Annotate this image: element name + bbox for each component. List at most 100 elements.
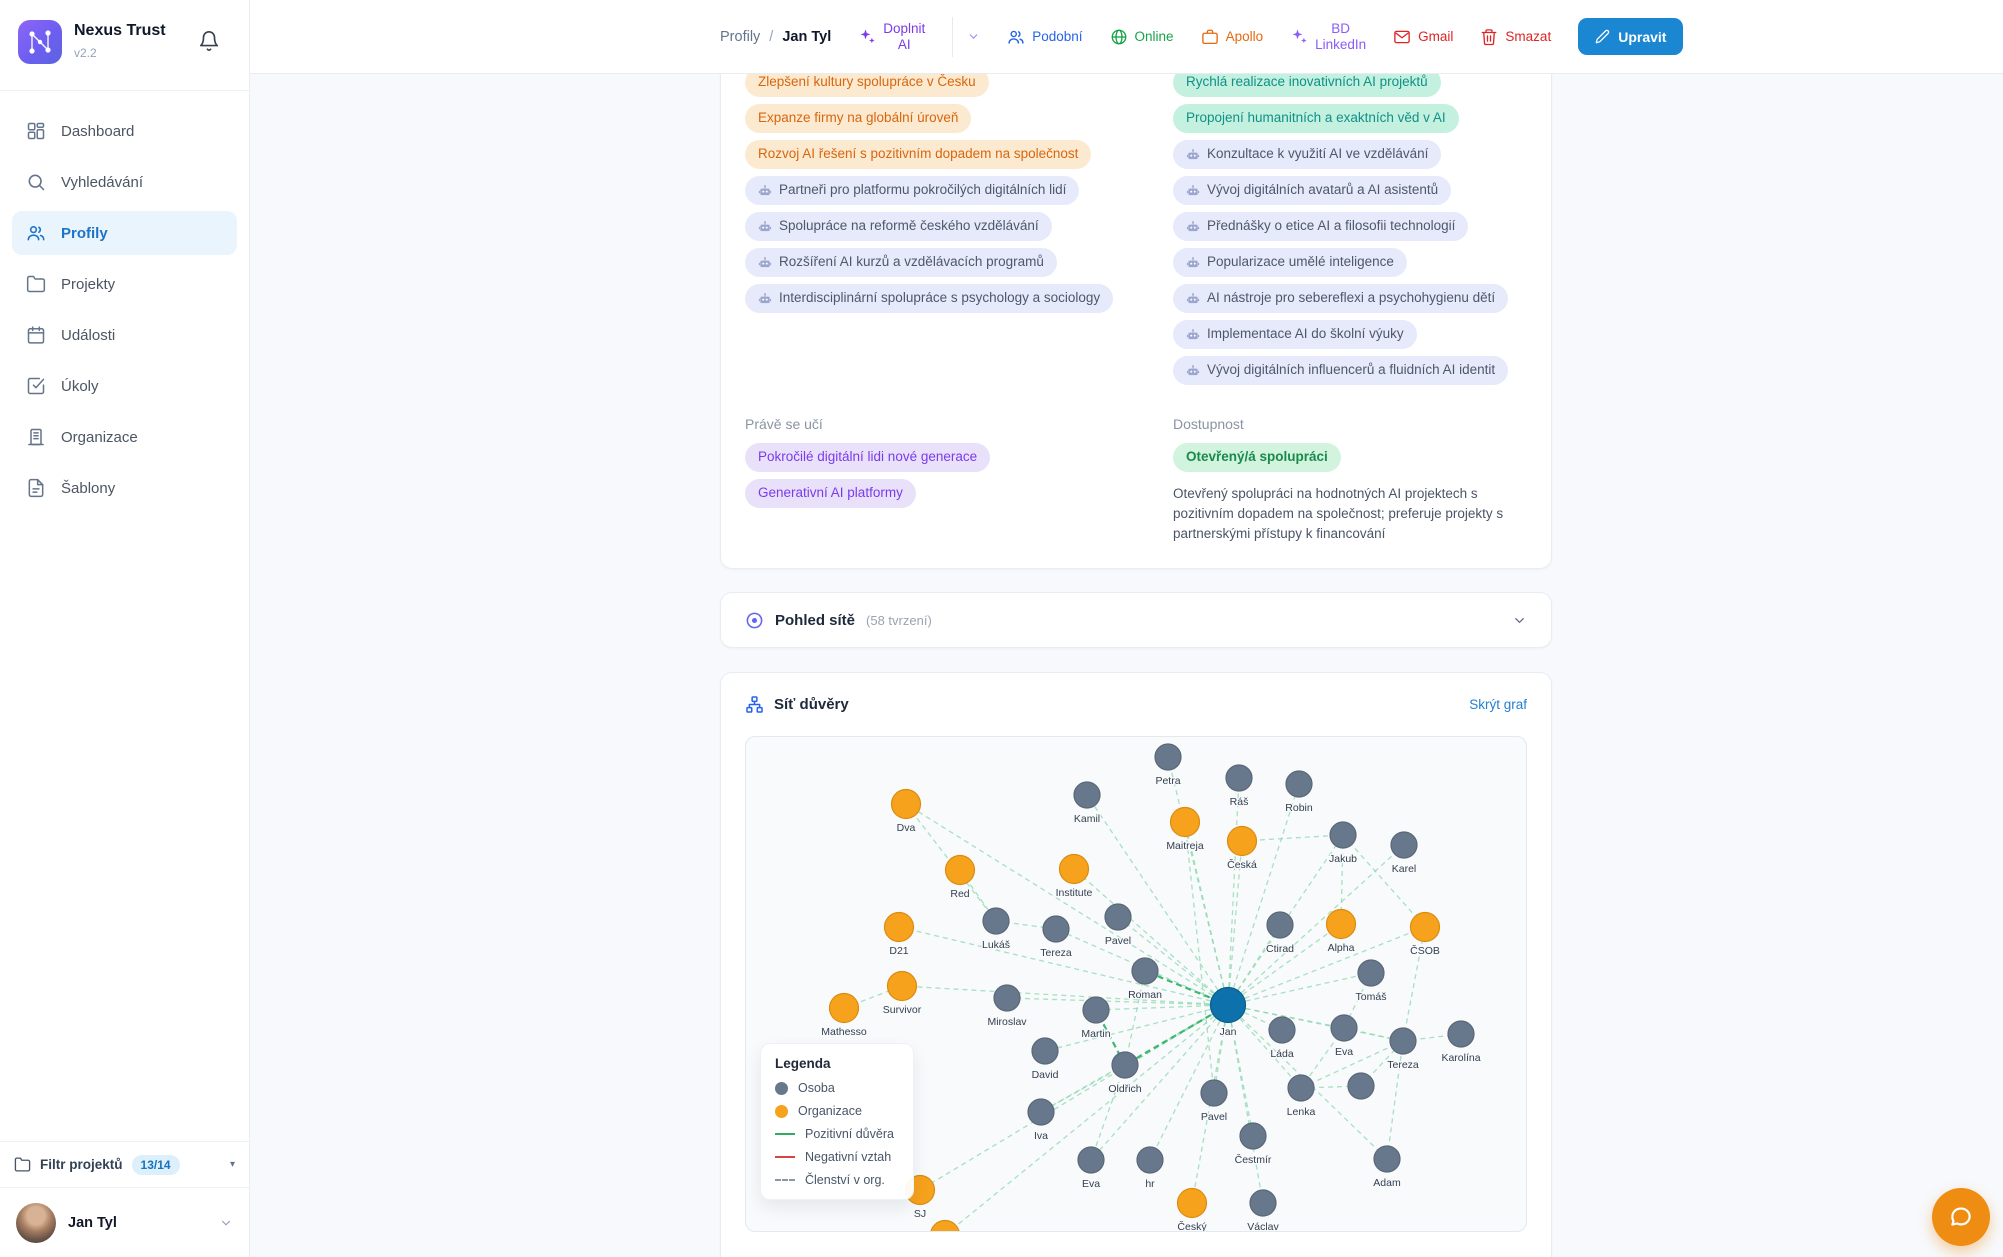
graph-node-Petra[interactable]: Petra (1154, 743, 1182, 788)
claim-pill[interactable]: Vývoj digitálních avatarů a AI asistentů (1173, 176, 1452, 205)
edit-button[interactable]: Upravit (1578, 18, 1684, 55)
graph-node-Karolína[interactable]: Karolína (1440, 1020, 1482, 1065)
svg-text:hr: hr (1145, 1178, 1155, 1190)
header-action-apollo[interactable]: Apollo (1201, 28, 1263, 46)
trust-graph-panel[interactable]: Petra Ráš Robin Kamil Dva Maitreja Česká Jakub K… (745, 736, 1527, 1232)
claim-pill[interactable]: Rozšíření AI kurzů a vzdělávacích progra… (745, 248, 1057, 277)
graph-node-Pavel[interactable]: Pavel (1200, 1079, 1228, 1124)
learning-pill[interactable]: Generativní AI platformy (745, 479, 916, 508)
graph-node-Maitreja[interactable]: Maitreja (1165, 806, 1205, 853)
graph-node-Láda[interactable]: Láda (1268, 1016, 1296, 1061)
header-action-smazat[interactable]: Smazat (1480, 28, 1551, 46)
legend-label: Osoba (798, 1081, 835, 1095)
claim-pill[interactable]: Vývoj digitálních influencerů a fluidníc… (1173, 356, 1509, 385)
graph-node-Oldřich[interactable]: Oldřich (1107, 1051, 1143, 1096)
claim-pill[interactable]: Implementace AI do školní výuky (1173, 320, 1417, 349)
graph-node-Tereza[interactable]: Tereza (1386, 1027, 1420, 1072)
graph-node-Ráš[interactable]: Ráš (1225, 764, 1253, 809)
claim-pill[interactable]: Propojení humanitních a exaktních věd v … (1173, 104, 1459, 133)
user-menu[interactable]: Jan Tyl (0, 1187, 249, 1257)
notifications-bell-icon[interactable] (198, 30, 220, 52)
chevron-down-icon[interactable] (1512, 613, 1527, 628)
trust-edge (1227, 972, 1372, 1006)
graph-node-Ctirad[interactable]: Ctirad (1265, 911, 1295, 956)
graph-node-Red[interactable]: Red (944, 854, 976, 901)
header-action-podobni[interactable]: Podobní (1007, 28, 1083, 46)
sidebar-item-události[interactable]: Události (12, 313, 237, 357)
graph-node-Iva[interactable]: Iva (1027, 1098, 1055, 1143)
project-filter[interactable]: Filtr projektů 13/14 ▾ (0, 1141, 249, 1187)
graph-node-David[interactable]: David (1030, 1037, 1060, 1082)
graph-node-Adam[interactable]: Adam (1372, 1145, 1402, 1190)
sidebar-item-vyhledávání[interactable]: Vyhledávání (12, 160, 237, 204)
building-icon (26, 427, 46, 447)
graph-node-nodex[interactable] (1347, 1072, 1375, 1100)
graph-node-Jan[interactable]: Jan (1209, 986, 1247, 1039)
graph-node-org2[interactable] (930, 1219, 960, 1233)
claim-pill[interactable]: Zlepšení kultury spolupráce v Česku (745, 74, 989, 97)
claim-pill[interactable]: Rychlá realizace inovativních AI projekt… (1173, 74, 1441, 97)
claim-pill[interactable]: Popularizace umělé inteligence (1173, 248, 1407, 277)
graph-node-Pavel[interactable]: Pavel (1104, 903, 1132, 948)
header-action-doplnit-ai[interactable]: Doplnit AI (858, 21, 925, 52)
claim-pill[interactable]: Spolupráce na reformě českého vzdělávání (745, 212, 1052, 241)
learning-text: Pokročilé digitální lidi nové generace (758, 449, 978, 465)
graph-node-Kamil[interactable]: Kamil (1073, 781, 1101, 826)
header-action-bd-linkedin[interactable]: BD LinkedIn (1290, 21, 1366, 52)
graph-node-Eva[interactable]: Eva (1330, 1014, 1358, 1059)
graph-node-Institute[interactable]: Institute (1054, 853, 1094, 900)
header-action-gmail[interactable]: Gmail (1393, 28, 1453, 46)
graph-node-Dva[interactable]: Dva (890, 788, 922, 835)
graph-node-ČSOB[interactable]: ČSOB (1409, 911, 1441, 958)
svg-text:Eva: Eva (1082, 1178, 1100, 1190)
claim-pill[interactable]: Rozvoj AI řešení s pozitivním dopadem na… (745, 140, 1092, 169)
sidebar-item-šablony[interactable]: Šablony (12, 466, 237, 510)
claim-pill[interactable]: Partneři pro platformu pokročilých digit… (745, 176, 1080, 205)
graph-node-Survivor[interactable]: Survivor (881, 970, 923, 1017)
svg-text:SJ: SJ (914, 1208, 926, 1220)
legend-title: Legenda (775, 1056, 831, 1071)
network-view-card[interactable]: Pohled sítě (58 tvrzení) (720, 592, 1552, 648)
sidebar-item-úkoly[interactable]: Úkoly (12, 364, 237, 408)
graph-node-Martin[interactable]: Martin (1080, 996, 1112, 1041)
svg-text:Ráš: Ráš (1230, 796, 1249, 808)
claim-pill[interactable]: Konzultace k využití AI ve vzdělávání (1173, 140, 1442, 169)
graph-node-Jakub[interactable]: Jakub (1328, 821, 1358, 866)
claim-pill[interactable]: AI nástroje pro sebereflexi a psychohygi… (1173, 284, 1509, 313)
graph-node-Lenka[interactable]: Lenka (1285, 1074, 1317, 1119)
chat-button[interactable] (1932, 1188, 1990, 1246)
claim-pill[interactable]: Expanze firmy na globální úroveň (745, 104, 972, 133)
sidebar-item-profily[interactable]: Profily (12, 211, 237, 255)
graph-node-hr[interactable]: hr (1136, 1146, 1164, 1191)
graph-node-Karel[interactable]: Karel (1390, 831, 1418, 876)
graph-node-Eva[interactable]: Eva (1077, 1146, 1105, 1191)
graph-node-Roman[interactable]: Roman (1127, 957, 1163, 1002)
header-action-label: Online (1134, 28, 1174, 44)
sidebar-item-organizace[interactable]: Organizace (12, 415, 237, 459)
graph-node-Mathesso[interactable]: Mathesso (820, 992, 868, 1039)
graph-node-Alpha[interactable]: Alpha (1325, 908, 1357, 955)
graph-node-Miroslav[interactable]: Miroslav (986, 984, 1029, 1029)
chevron-down-icon[interactable] (967, 30, 980, 43)
trust-graph[interactable]: Petra Ráš Robin Kamil Dva Maitreja Česká Jakub K… (746, 737, 1527, 1232)
app-version: v2.2 (74, 46, 97, 60)
graph-node-Tereza[interactable]: Tereza (1039, 915, 1073, 960)
claim-pill[interactable]: Interdisciplinární spolupráce s psycholo… (745, 284, 1114, 313)
graph-node-Lukáš[interactable]: Lukáš (981, 907, 1011, 952)
graph-node-Český[interactable]: Český (1176, 1187, 1209, 1233)
header-action-online[interactable]: Online (1110, 28, 1174, 46)
hide-graph-link[interactable]: Skrýt graf (1469, 697, 1527, 712)
graph-node-D21[interactable]: D21 (883, 911, 915, 958)
graph-node-Česká[interactable]: Česká (1226, 825, 1258, 872)
breadcrumb-profily[interactable]: Profily (720, 28, 761, 45)
template-icon (26, 478, 46, 498)
graph-node-Čestmír[interactable]: Čestmír (1233, 1122, 1273, 1167)
claim-pill[interactable]: Přednášky o etice AI a filosofii technol… (1173, 212, 1469, 241)
breadcrumb: Profily / Jan Tyl (720, 29, 831, 45)
graph-node-Tomáš[interactable]: Tomáš (1354, 959, 1388, 1004)
graph-node-Václav[interactable]: Václav (1246, 1189, 1281, 1232)
sidebar-item-projekty[interactable]: Projekty (12, 262, 237, 306)
learning-pill[interactable]: Pokročilé digitální lidi nové generace (745, 443, 991, 472)
sidebar-item-dashboard[interactable]: Dashboard (12, 109, 237, 153)
graph-node-Robin[interactable]: Robin (1284, 770, 1314, 815)
